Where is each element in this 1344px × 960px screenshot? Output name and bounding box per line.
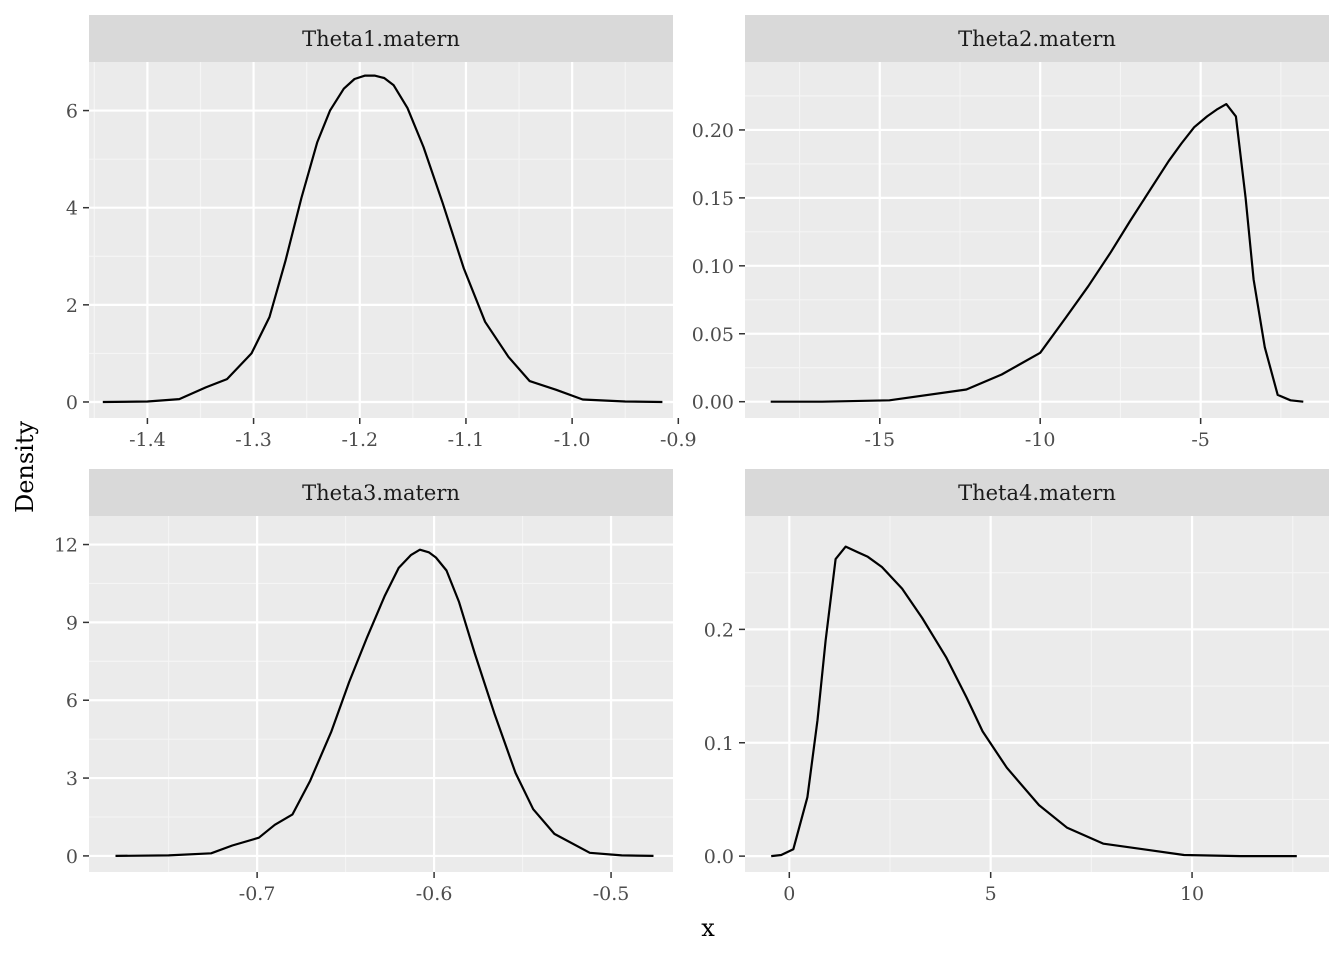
facet-panel-2: Theta2.matern -15 -10 -5 0.00 0.05 0.10 0.15 0.2… xyxy=(692,15,1329,451)
facet-strip xyxy=(745,15,1329,62)
facet-panel-4: Theta4.matern 0 5 10 0.0 0.1 0.2 xyxy=(704,469,1329,905)
x-tick-label: -5 xyxy=(1191,429,1210,451)
facet-strip-label: Theta1.matern xyxy=(302,27,460,51)
y-tick-label: 0.00 xyxy=(692,392,734,414)
y-tick-label: 0.2 xyxy=(704,619,734,641)
y-tick-label: 0 xyxy=(66,392,78,414)
y-tick-label: 0 xyxy=(66,846,78,868)
y-tick-label: 2 xyxy=(66,295,78,317)
panel-background xyxy=(89,516,673,872)
x-tick-label: 10 xyxy=(1180,883,1204,905)
density-line xyxy=(771,545,1297,858)
y-tick-label: 9 xyxy=(66,612,78,634)
x-tick-label: -10 xyxy=(1025,429,1056,451)
panel-background xyxy=(745,62,1329,418)
facet-strip xyxy=(89,469,673,516)
y-axis-title: Density xyxy=(11,421,39,514)
x-tick-label: -1.2 xyxy=(341,429,378,451)
y-tick-label: 3 xyxy=(66,768,78,790)
facet-strip-label: Theta3.matern xyxy=(302,481,460,505)
y-tick-label: 0.1 xyxy=(704,733,734,755)
x-tick-label: -0.7 xyxy=(239,883,276,905)
y-tick-label: 6 xyxy=(66,101,78,123)
x-tick-label: -0.5 xyxy=(593,883,630,905)
y-tick-label: 12 xyxy=(54,535,78,557)
panel-background xyxy=(745,516,1329,872)
y-tick-label: 6 xyxy=(66,690,78,712)
facet-strip-label: Theta2.matern xyxy=(958,27,1116,51)
x-tick-label: -0.9 xyxy=(660,429,697,451)
density-line xyxy=(115,548,654,857)
y-tick-label: 0.10 xyxy=(692,256,734,278)
x-axis-title: x xyxy=(701,914,715,942)
facet-strip-label: Theta4.matern xyxy=(958,481,1116,505)
x-tick-label: 0 xyxy=(783,883,795,905)
x-tick-label: -15 xyxy=(864,429,895,451)
x-tick-label: -1.4 xyxy=(129,429,166,451)
y-tick-label: 0.05 xyxy=(692,324,734,346)
x-tick-label: -1.3 xyxy=(235,429,272,451)
facet-panel-3: Theta3.matern -0.7 -0.6 -0.5 0 3 6 9 12 xyxy=(54,469,673,905)
density-line xyxy=(770,102,1304,403)
y-tick-label: 4 xyxy=(66,198,78,220)
facet-panels: Theta1.matern -1.4 -1.3 -1.2 -1.1 -1.0 -0.9 0 2 4… xyxy=(54,15,1329,905)
density-line xyxy=(102,74,663,404)
x-tick-label: 5 xyxy=(985,883,997,905)
y-tick-label: 0.15 xyxy=(692,188,734,210)
facet-strip xyxy=(89,15,673,62)
facet-panel-1: Theta1.matern -1.4 -1.3 -1.2 -1.1 -1.0 -0.9 0 2 4… xyxy=(66,15,697,451)
panel-background xyxy=(89,62,673,418)
x-tick-label: -0.6 xyxy=(416,883,453,905)
y-tick-label: 0.20 xyxy=(692,120,734,142)
y-tick-label: 0.0 xyxy=(704,846,734,868)
x-tick-label: -1.1 xyxy=(448,429,485,451)
facet-strip xyxy=(745,469,1329,516)
x-tick-label: -1.0 xyxy=(554,429,591,451)
